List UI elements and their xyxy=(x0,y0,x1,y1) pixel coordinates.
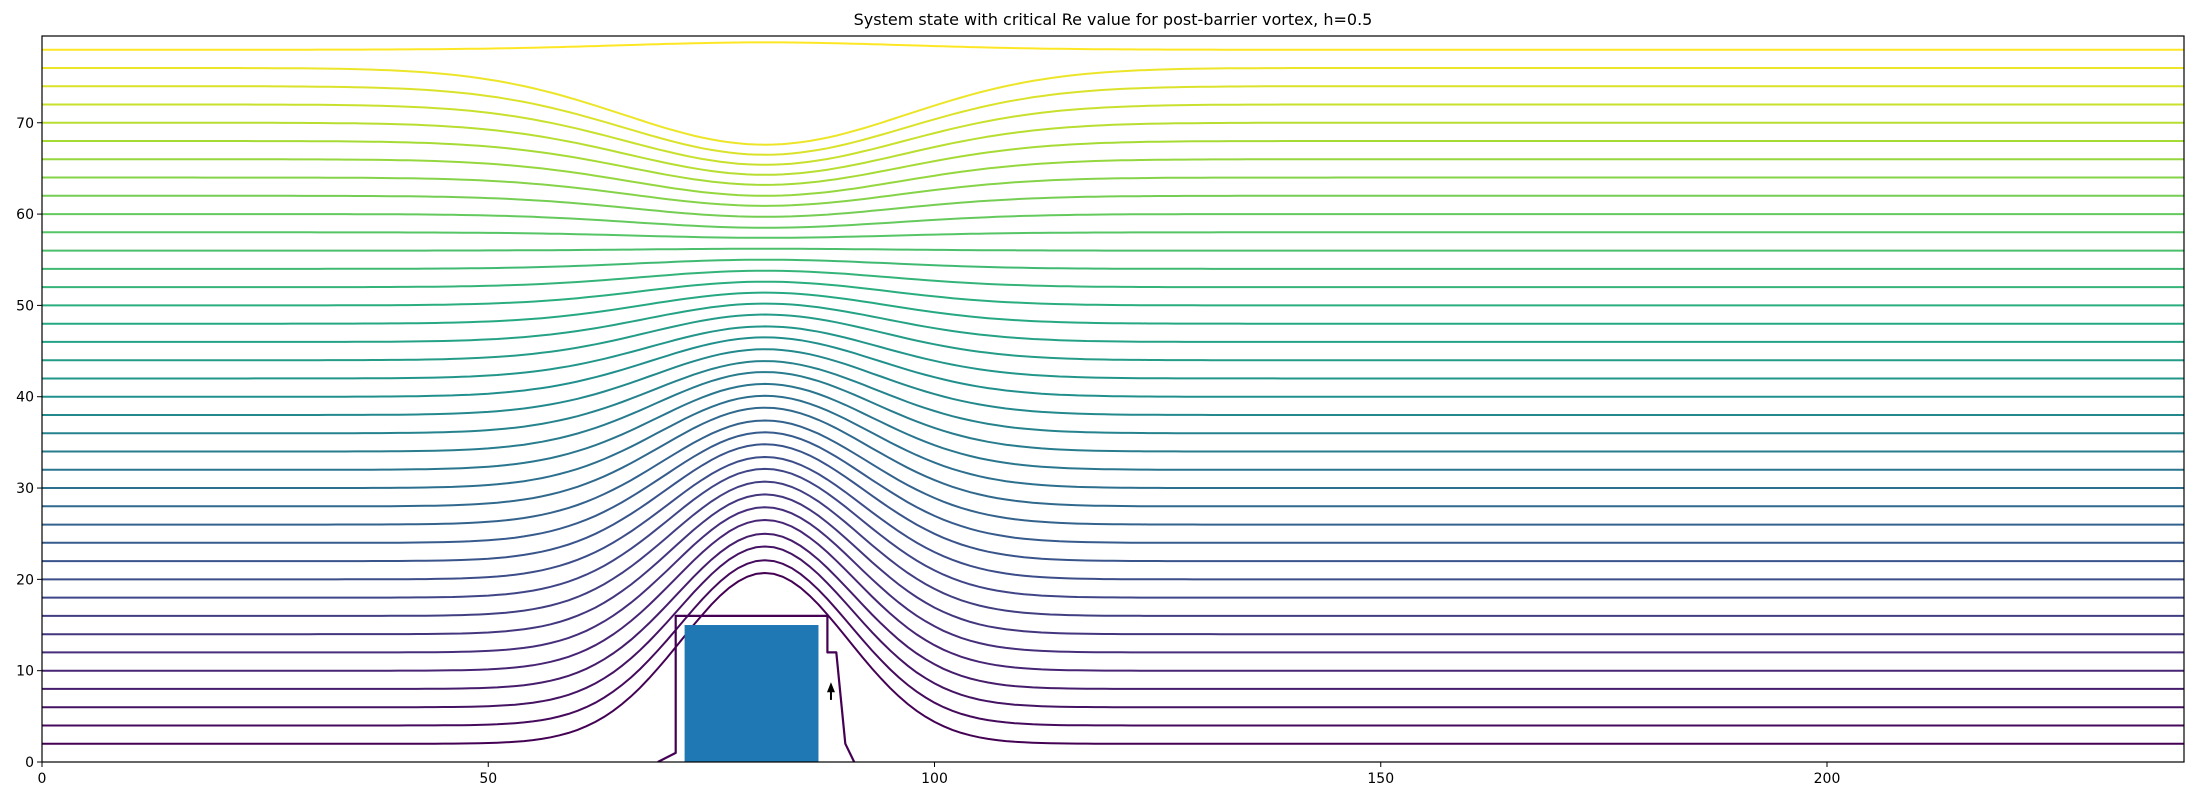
streamline-group xyxy=(42,41,2184,745)
streamline xyxy=(42,431,2184,544)
streamline xyxy=(42,213,2184,229)
streamline xyxy=(42,291,2184,325)
streamline xyxy=(42,571,2184,745)
streamline xyxy=(42,506,2184,654)
streamline xyxy=(42,455,2184,581)
streamline xyxy=(42,67,2184,146)
streamline xyxy=(42,382,2184,471)
y-tick-label: 0 xyxy=(25,755,34,771)
x-tick-label: 50 xyxy=(479,771,497,787)
streamline xyxy=(42,103,2184,166)
streamline xyxy=(42,325,2184,380)
streamline xyxy=(42,545,2184,709)
x-tick-label: 0 xyxy=(38,771,47,787)
streamline xyxy=(42,121,2184,176)
streamline xyxy=(42,41,2184,51)
streamline xyxy=(42,518,2184,672)
streamline xyxy=(42,493,2184,636)
streamline xyxy=(42,360,2184,435)
streamline xyxy=(42,280,2184,307)
streamline xyxy=(42,313,2184,362)
barrier xyxy=(684,625,819,762)
streamline xyxy=(42,480,2184,617)
streamline xyxy=(42,371,2184,453)
streamline xyxy=(42,419,2184,526)
streamline xyxy=(42,231,2184,239)
x-axis: 0 50 100 150 200 xyxy=(38,762,1841,787)
x-tick-label: 200 xyxy=(1814,771,1841,787)
streamline xyxy=(42,467,2184,599)
y-tick-label: 10 xyxy=(16,664,34,680)
streamline xyxy=(42,258,2184,270)
y-tick-label: 30 xyxy=(16,481,34,497)
streamline xyxy=(42,559,2184,727)
streamline xyxy=(42,140,2184,186)
streamline xyxy=(42,85,2184,156)
y-axis: 0 10 20 30 40 50 60 70 xyxy=(16,116,42,771)
x-tick-label: 150 xyxy=(1367,771,1394,787)
y-tick-label: 60 xyxy=(16,207,34,223)
streamline xyxy=(42,532,2184,690)
streamline xyxy=(42,394,2184,489)
barrier-group xyxy=(657,614,856,762)
vortex-arrow-head xyxy=(826,682,835,693)
streamline xyxy=(42,348,2184,416)
y-tick-label: 50 xyxy=(16,298,34,314)
plot-frame xyxy=(41,35,2185,763)
streamline xyxy=(42,336,2184,398)
streamline xyxy=(42,269,2184,289)
streamline xyxy=(42,443,2184,563)
streamline xyxy=(42,247,2184,252)
streamline xyxy=(42,176,2184,207)
chart-title: System state with critical Re value for … xyxy=(853,10,1373,29)
separatrix-streamline xyxy=(657,614,856,762)
streamline xyxy=(42,194,2184,218)
y-tick-label: 70 xyxy=(16,116,34,132)
x-tick-label: 100 xyxy=(921,771,948,787)
streamline xyxy=(42,158,2184,197)
y-tick-label: 20 xyxy=(16,572,34,588)
y-tick-label: 40 xyxy=(16,390,34,406)
streamline xyxy=(42,302,2184,343)
streamline xyxy=(42,406,2184,508)
